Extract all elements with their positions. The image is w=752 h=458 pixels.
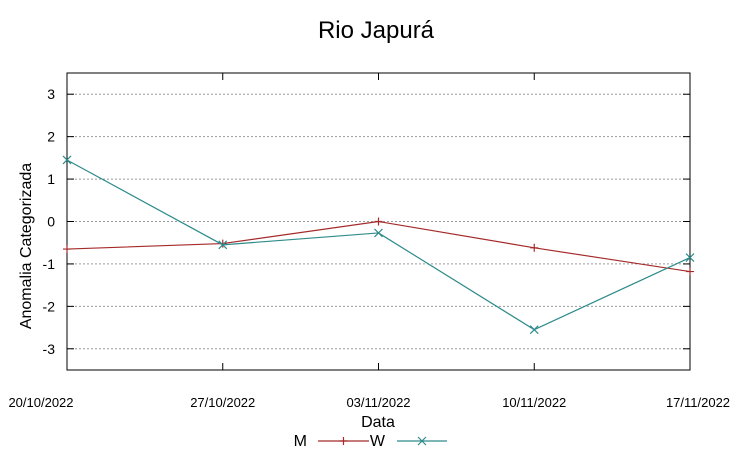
y-tick-label: -3 bbox=[43, 341, 56, 357]
x-tick-label: 20/10/2022 bbox=[8, 395, 73, 410]
legend: M W bbox=[294, 433, 447, 450]
x-tick-label: 17/11/2022 bbox=[666, 395, 730, 410]
y-axis-label: Anomalia Categorizada bbox=[18, 163, 35, 329]
data-point-w bbox=[685, 253, 695, 262]
series-line-w bbox=[66, 159, 691, 331]
x-axis-label: Data bbox=[361, 414, 395, 431]
series-lines bbox=[62, 155, 695, 335]
data-point-w bbox=[529, 325, 539, 335]
y-axis-ticks: 3 2 1 0 -1 -2 -3 bbox=[43, 86, 690, 357]
x-tick-label: 03/11/2022 bbox=[346, 395, 410, 410]
y-tick-label: 0 bbox=[47, 214, 55, 230]
legend-marker-m bbox=[339, 437, 348, 445]
data-point-m bbox=[374, 217, 383, 226]
y-tick-label: 3 bbox=[47, 86, 55, 102]
data-point-w bbox=[374, 228, 383, 238]
data-point-m bbox=[686, 267, 694, 276]
y-tick-label: -1 bbox=[43, 256, 56, 272]
y-tick-label: 1 bbox=[47, 171, 55, 187]
data-point-w bbox=[218, 240, 228, 250]
data-point-w bbox=[62, 155, 72, 165]
legend-label-m: M bbox=[294, 433, 307, 450]
y-tick-label: 2 bbox=[47, 129, 55, 145]
data-point-m bbox=[63, 245, 71, 254]
chart-title: Rio Japurá bbox=[318, 17, 435, 44]
x-tick-label: 10/11/2022 bbox=[502, 395, 566, 410]
y-tick-label: -2 bbox=[43, 298, 56, 314]
x-axis-ticks: 20/10/2022 27/10/2022 03/11/2022 10/11/2022… bbox=[8, 73, 730, 410]
legend-label-w: W bbox=[370, 433, 386, 450]
x-tick-label: 27/10/2022 bbox=[190, 395, 255, 410]
legend-marker-w bbox=[417, 436, 427, 446]
data-point-m bbox=[530, 243, 539, 252]
